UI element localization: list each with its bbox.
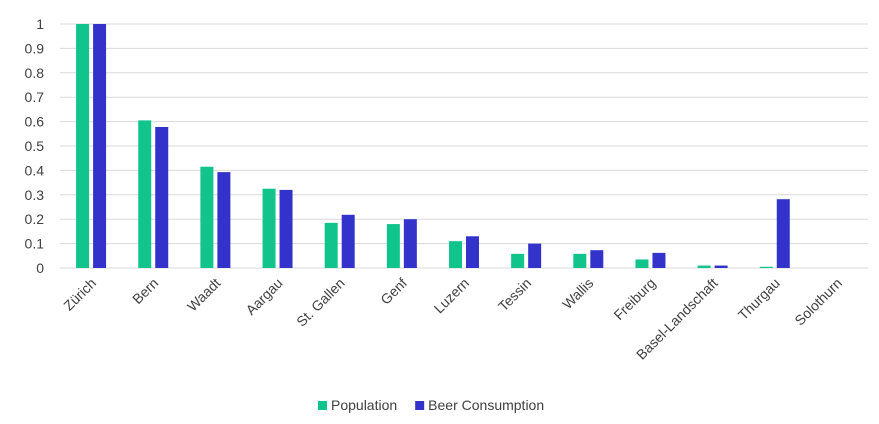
y-tick-label: 0.6 [25, 114, 45, 130]
legend-swatch [318, 401, 327, 410]
bar-population [76, 24, 90, 268]
y-tick-label: 0.7 [25, 89, 45, 105]
bars [76, 24, 790, 268]
y-tick-label: 0.1 [25, 236, 45, 252]
x-tick-label: Waadt [184, 275, 224, 315]
x-tick-label: Tessin [495, 275, 534, 314]
bar-beer-consumption [341, 214, 355, 268]
legend-label: Population [331, 397, 397, 413]
bar-population [138, 120, 152, 268]
legend-label: Beer Consumption [428, 397, 544, 413]
y-tick-label: 0.2 [25, 211, 45, 227]
bar-population [386, 224, 400, 268]
x-tick-label: Bern [129, 275, 161, 307]
y-tick-label: 0 [36, 260, 44, 276]
bar-population [324, 222, 338, 268]
bar-population [511, 253, 525, 268]
bar-beer-consumption [217, 172, 231, 268]
x-tick-label: Wallis [559, 275, 596, 312]
y-tick-label: 0.9 [25, 40, 45, 56]
legend: Population Beer Consumption [318, 397, 544, 413]
x-tick-label: St. Gallen [293, 275, 348, 330]
y-axis-tick-labels: 0 0.1 0.2 0.3 0.4 0.5 0.6 0.7 0.8 0.9 1 [25, 16, 45, 276]
bar-beer-consumption [466, 236, 479, 268]
bar-population [697, 265, 711, 268]
y-tick-label: 0.8 [25, 65, 45, 81]
x-tick-label: Freiburg [610, 275, 658, 323]
y-tick-label: 0.4 [25, 162, 45, 178]
x-tick-label: Genf [377, 275, 410, 308]
x-tick-label: Aargau [242, 275, 285, 318]
bar-beer-consumption [776, 199, 790, 268]
gridlines [60, 23, 868, 269]
bar-beer-consumption [528, 243, 542, 268]
bar-beer-consumption [403, 219, 417, 268]
x-tick-label: Luzern [431, 275, 473, 317]
bar-population [759, 266, 773, 268]
x-tick-label: Thurgau [735, 275, 783, 323]
bar-beer-consumption [590, 250, 604, 268]
bar-beer-consumption [714, 265, 728, 268]
bar-population [635, 259, 649, 268]
y-tick-label: 0.5 [25, 138, 45, 154]
legend-swatch [415, 401, 425, 410]
bar-beer-consumption [93, 24, 107, 268]
x-axis-tick-labels: Zürich Bern Waadt Aargau St. Gallen Genf Luzer… [60, 275, 845, 363]
bar-beer-consumption [155, 126, 169, 268]
y-tick-label: 1 [36, 16, 44, 32]
x-tick-label: Zürich [60, 275, 99, 314]
y-tick-label: 0.3 [25, 187, 45, 203]
bar-population [449, 241, 462, 268]
bar-beer-consumption [279, 189, 293, 268]
x-tick-label: Solothurn [791, 275, 845, 329]
bar-population [200, 166, 214, 268]
bar-population [262, 188, 276, 268]
bar-beer-consumption [652, 252, 666, 268]
bar-population [573, 253, 587, 268]
